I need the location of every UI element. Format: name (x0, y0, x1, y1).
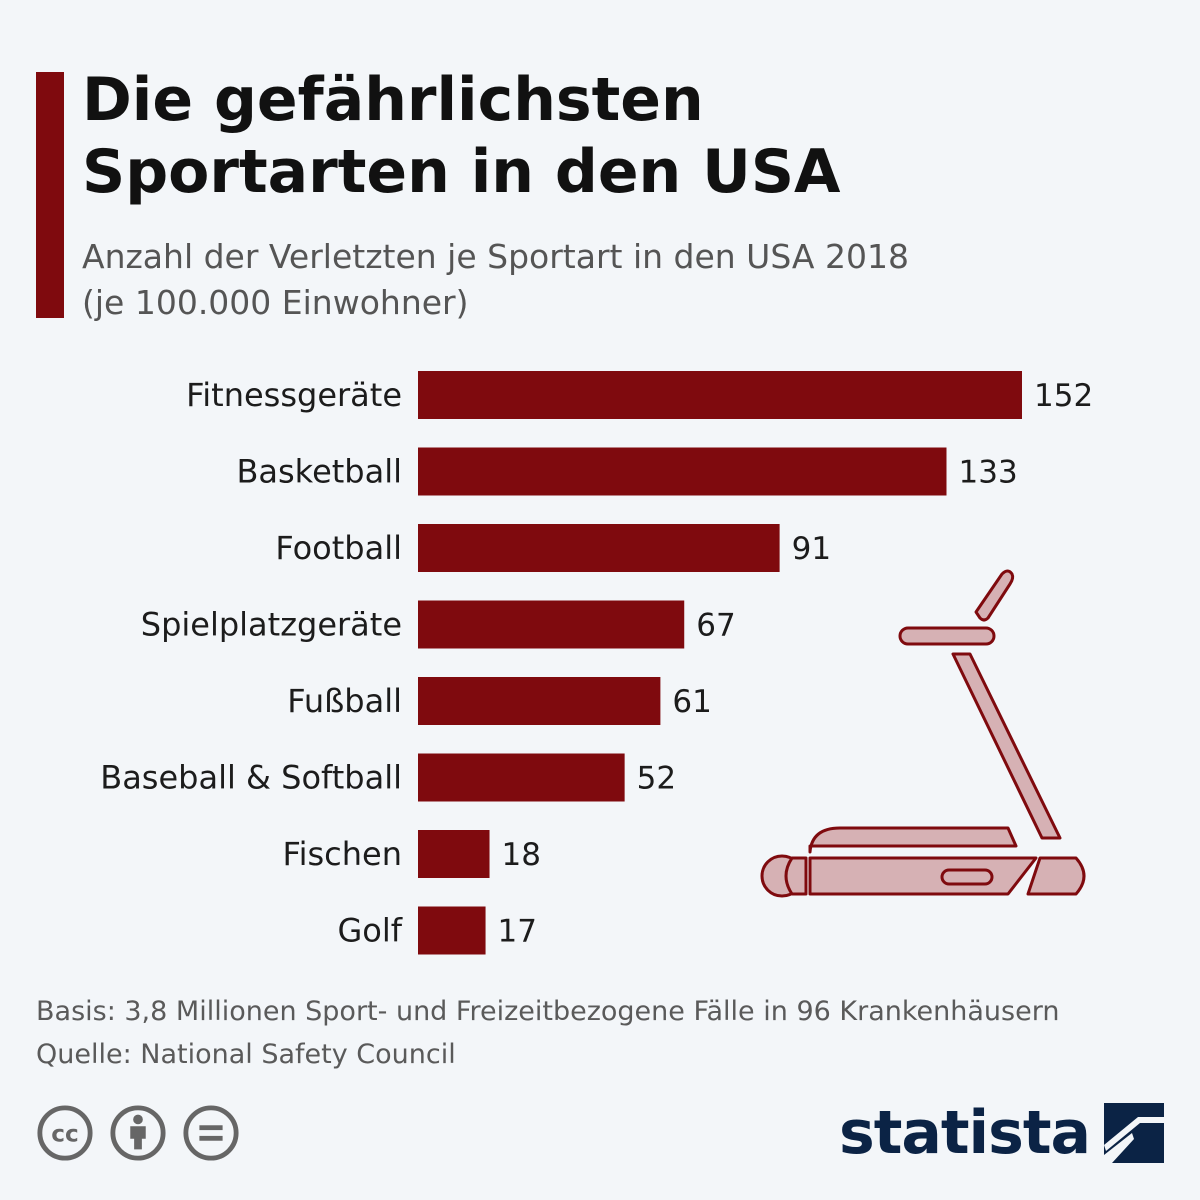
value-label: 67 (696, 608, 735, 644)
bar (418, 906, 486, 955)
value-label: 18 (502, 837, 541, 873)
bar (418, 524, 780, 572)
category-label: Baseball & Softball (100, 759, 402, 797)
bar (418, 371, 1022, 419)
basis-note: Basis: 3,8 Millionen Sport- und Freizeit… (36, 996, 1060, 1027)
value-label: 17 (498, 914, 537, 950)
statista-logo-icon (1104, 1103, 1164, 1163)
license-icons: cc (36, 1104, 240, 1162)
title-line-2: Sportarten in den USA (82, 137, 841, 207)
bar (418, 830, 490, 878)
bar (418, 600, 685, 649)
category-label: Fußball (287, 682, 402, 720)
chart-subtitle: Anzahl der Verletzten je Sportart in den… (82, 234, 1142, 326)
value-label: 61 (672, 684, 711, 720)
bar-chart: Fitnessgeräte 152 Basketball 133 Football 91 S… (100, 371, 1093, 955)
bar (418, 447, 947, 496)
title-line-1: Die gefährlichsten (82, 65, 704, 135)
category-label: Fitnessgeräte (186, 376, 402, 414)
value-label: 52 (637, 761, 676, 797)
page-title: Die gefährlichsten Sportarten in den USA (82, 64, 1142, 208)
title-accent-bar (36, 72, 64, 318)
category-label: Fischen (283, 835, 402, 873)
subtitle-line-2: (je 100.000 Einwohner) (82, 283, 469, 322)
svg-text:cc: cc (51, 1121, 79, 1148)
category-label: Golf (337, 912, 402, 950)
category-label: Basketball (236, 453, 402, 491)
no-derivatives-icon[interactable] (182, 1104, 240, 1162)
value-label: 152 (1034, 378, 1093, 414)
category-label: Spielplatzgeräte (141, 606, 402, 644)
category-label: Football (275, 529, 402, 567)
value-label: 91 (792, 531, 831, 567)
subtitle-line-1: Anzahl der Verletzten je Sportart in den… (82, 237, 909, 276)
cc-icon[interactable]: cc (36, 1104, 94, 1162)
statista-brand[interactable]: statista (839, 1098, 1164, 1168)
bar (418, 753, 625, 802)
treadmill-icon (760, 569, 1086, 898)
chart-notes: Basis: 3,8 Millionen Sport- und Freizeit… (36, 990, 1156, 1076)
bar (418, 677, 661, 725)
source-note: Quelle: National Safety Council (36, 1039, 456, 1070)
brand-name: statista (838, 1098, 1091, 1168)
attribution-icon[interactable] (109, 1104, 167, 1162)
value-label: 133 (959, 455, 1018, 491)
